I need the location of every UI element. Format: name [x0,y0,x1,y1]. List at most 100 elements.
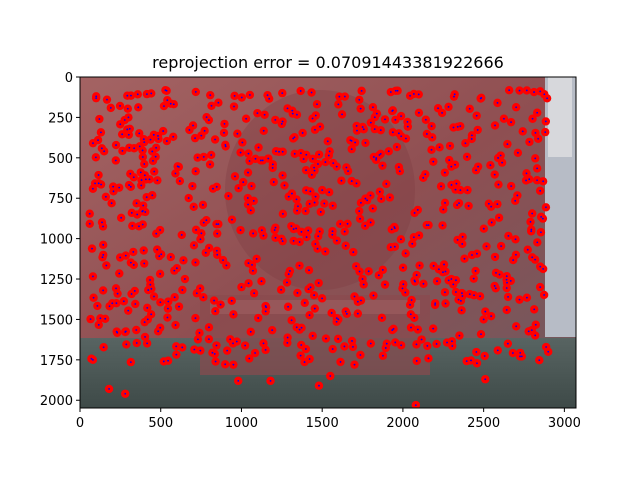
point-center [317,235,320,238]
point-center [123,119,126,121]
point-center [211,351,214,354]
point-center [314,195,317,198]
point-center [214,138,217,141]
point-center [132,264,135,266]
point-center [88,222,91,225]
point-center [388,196,391,199]
point-center [543,93,546,96]
point-center [281,92,284,95]
point-center [373,128,376,130]
point-center [269,379,272,382]
point-center [482,227,485,230]
point-center [150,92,153,95]
point-center [534,131,537,134]
point-center [305,169,307,172]
point-center [418,234,420,237]
point-center [461,295,464,297]
point-center [425,224,428,227]
point-center [126,94,129,97]
point-center [100,183,102,186]
point-center [353,363,356,366]
point-center [344,310,347,313]
point-center [540,215,543,218]
point-center [111,302,114,305]
point-center [247,171,249,174]
point-center [366,199,369,202]
point-center [409,313,412,316]
point-center [240,286,243,289]
point-center [213,299,215,302]
point-center [444,291,446,294]
point-center [236,132,239,135]
point-center [240,96,243,99]
point-center [149,283,152,286]
point-center [275,150,277,153]
point-center [138,145,141,148]
point-center [97,323,100,326]
point-center [410,326,412,329]
point-center [422,282,425,285]
point-center [474,270,477,272]
x-tick-label: 0 [76,416,84,431]
point-center [510,185,513,187]
point-center [361,278,364,280]
point-center [298,264,301,267]
point-center [135,202,138,205]
point-center [358,210,361,213]
point-center [406,121,409,123]
point-center [325,337,327,340]
point-center [477,165,480,168]
point-center [280,123,283,125]
point-center [432,327,435,330]
point-center [162,360,165,363]
point-center [102,346,105,349]
point-center [249,209,252,212]
y-tick-label: 2000 [40,394,73,409]
point-center [290,319,293,322]
point-center [350,139,353,142]
point-center [436,280,438,283]
point-center [202,203,204,206]
point-center [381,316,383,319]
point-center [252,199,255,202]
point-center [525,172,528,175]
point-center [375,157,378,159]
point-center [534,258,537,261]
point-center [108,388,110,390]
point-center [422,176,425,179]
point-center [128,127,131,130]
x-tick-label: 2000 [386,416,419,431]
point-center [360,299,362,302]
point-center [533,91,535,93]
point-center [345,312,348,315]
y-axis: 0 250 500 750 1000 1250 1500 1750 2000 [40,71,80,409]
point-center [328,191,331,194]
point-center [154,155,157,158]
point-center [141,149,144,152]
point-center [497,157,499,159]
point-center [443,171,446,174]
point-center [393,245,396,248]
point-center [202,155,205,158]
point-center [464,142,467,145]
point-center [400,238,402,241]
point-center [344,244,347,247]
point-center [146,342,149,345]
point-center [335,320,338,323]
point-center [280,288,283,291]
point-center [298,328,301,331]
point-center [199,287,202,290]
point-center [205,219,208,222]
point-center [359,107,362,110]
point-center [412,236,415,239]
y-tick-label: 750 [48,192,73,207]
x-tick-label: 2500 [467,416,500,431]
point-center [260,229,263,232]
point-center [427,224,430,226]
point-center [394,89,397,92]
point-center [515,253,517,256]
point-center [239,151,242,154]
point-center [225,264,228,267]
point-center [525,89,528,92]
point-center [260,280,263,283]
